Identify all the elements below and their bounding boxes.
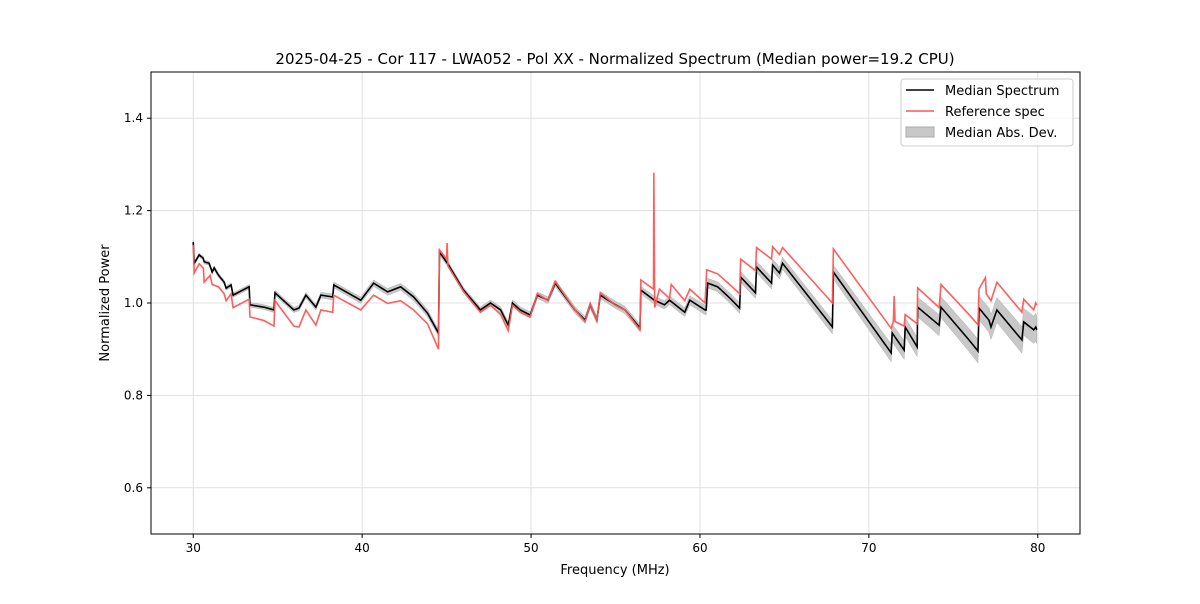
y-tick-label: 1.2	[124, 204, 143, 218]
legend-median-label: Median Spectrum	[945, 84, 1059, 99]
x-axis-label: Frequency (MHz)	[560, 563, 669, 578]
y-axis-label: Normalized Power	[98, 244, 113, 362]
series-layer	[192, 172, 1038, 364]
mad-band	[192, 240, 1038, 364]
legend-mad-swatch	[905, 126, 935, 138]
x-tick-label: 70	[861, 541, 876, 555]
reference-spectrum-line	[192, 172, 1038, 350]
legend-box	[900, 78, 1074, 147]
x-tick-label: 40	[354, 541, 369, 555]
y-tick-label: 1.4	[124, 111, 143, 125]
y-tick-label: 1.0	[124, 296, 143, 310]
x-tick-label: 50	[523, 541, 538, 555]
ticks: 30 40 50 60 70 80 0.6 0.8 1.0 1.2 1.4	[124, 111, 1046, 555]
legend: Median Spectrum Reference spec Median Ab…	[900, 78, 1074, 147]
legend-reference-label: Reference spec	[945, 105, 1045, 120]
y-tick-label: 0.6	[124, 481, 143, 495]
legend-mad-label: Median Abs. Dev.	[945, 126, 1057, 141]
x-tick-label: 80	[1030, 541, 1045, 555]
chart-title: 2025-04-25 - Cor 117 - LWA052 - Pol XX -…	[275, 50, 954, 68]
x-tick-label: 30	[186, 541, 201, 555]
y-tick-label: 0.8	[124, 388, 143, 402]
x-tick-label: 60	[692, 541, 707, 555]
median-spectrum-line	[192, 241, 1038, 356]
